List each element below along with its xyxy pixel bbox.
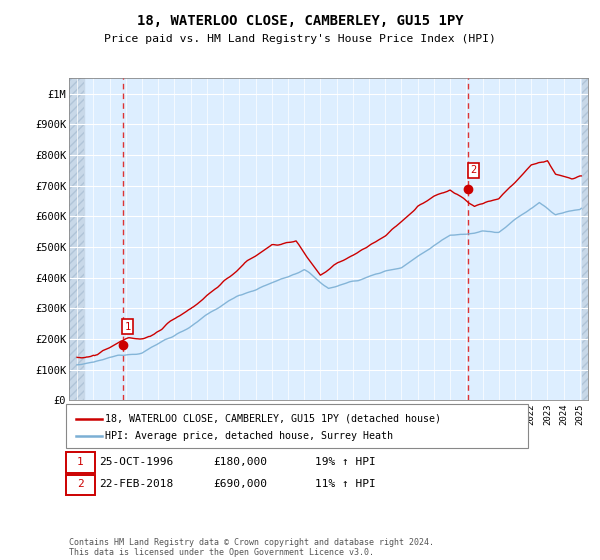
Text: 1: 1 (77, 457, 84, 467)
Text: 18, WATERLOO CLOSE, CAMBERLEY, GU15 1PY (detached house): 18, WATERLOO CLOSE, CAMBERLEY, GU15 1PY … (105, 413, 441, 423)
Text: Contains HM Land Registry data © Crown copyright and database right 2024.
This d: Contains HM Land Registry data © Crown c… (69, 538, 434, 557)
Text: 18, WATERLOO CLOSE, CAMBERLEY, GU15 1PY: 18, WATERLOO CLOSE, CAMBERLEY, GU15 1PY (137, 14, 463, 28)
Text: 2: 2 (470, 165, 476, 175)
Polygon shape (581, 78, 588, 400)
Text: £690,000: £690,000 (213, 479, 267, 489)
Text: 25-OCT-1996: 25-OCT-1996 (99, 457, 173, 467)
Text: HPI: Average price, detached house, Surrey Heath: HPI: Average price, detached house, Surr… (105, 431, 393, 441)
Text: 2: 2 (77, 479, 84, 489)
Text: 1: 1 (125, 322, 131, 332)
Text: 22-FEB-2018: 22-FEB-2018 (99, 479, 173, 489)
Text: 11% ↑ HPI: 11% ↑ HPI (315, 479, 376, 489)
Text: 19% ↑ HPI: 19% ↑ HPI (315, 457, 376, 467)
Text: Price paid vs. HM Land Registry's House Price Index (HPI): Price paid vs. HM Land Registry's House … (104, 34, 496, 44)
Polygon shape (69, 78, 83, 400)
Text: £180,000: £180,000 (213, 457, 267, 467)
